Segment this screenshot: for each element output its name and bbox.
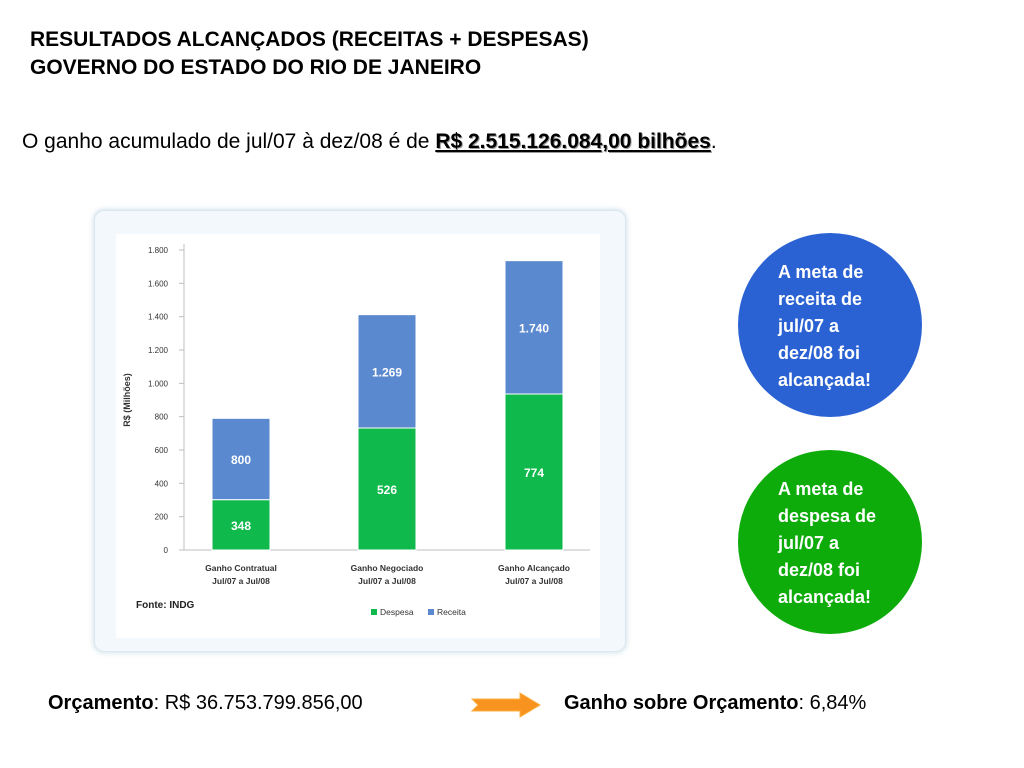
budget-value: : R$ 36.753.799.856,00 xyxy=(153,692,363,714)
x-tick-label: Jul/07 a Jul/08 xyxy=(358,576,416,586)
x-tick-label: Ganho Contratual xyxy=(205,563,277,573)
y-tick-label: 1.800 xyxy=(148,246,169,255)
y-tick-label: 200 xyxy=(155,513,169,522)
bar-despesa xyxy=(504,393,564,551)
data-label-receita: 1.740 xyxy=(519,321,549,335)
gain-text: Ganho sobre Orçamento: 6,84% xyxy=(564,692,866,715)
bubble-line: jul/07 a xyxy=(778,533,840,553)
budget-text: Orçamento: R$ 36.753.799.856,00 xyxy=(48,692,363,715)
y-tick-label: 0 xyxy=(164,546,169,555)
bar-despesa xyxy=(211,499,271,551)
y-tick-label: 800 xyxy=(155,413,169,422)
data-label-receita: 1.269 xyxy=(372,365,402,379)
bubble-line: A meta de xyxy=(778,262,864,282)
budget-label: Orçamento xyxy=(48,692,154,714)
bar-receita xyxy=(357,314,417,429)
legend-label-receita: Receita xyxy=(437,607,466,617)
bubble-line: alcançada! xyxy=(778,587,872,607)
x-tick-label: Ganho Negociado xyxy=(351,563,424,573)
bubble-line: receita de xyxy=(778,289,863,309)
title-line-2: GOVERNO DO ESTADO DO RIO DE JANEIRO xyxy=(30,56,482,79)
x-tick-label: Jul/07 a Jul/08 xyxy=(212,576,270,586)
bar-receita xyxy=(504,260,564,395)
bubble-line: dez/08 foi xyxy=(778,343,861,363)
bar-despesa xyxy=(357,427,417,551)
y-axis-label: R$ (Milhões) xyxy=(122,373,132,427)
title-line-1: RESULTADOS ALCANÇADOS (RECEITAS + DESPES… xyxy=(30,28,589,51)
summary-suffix: . xyxy=(710,130,717,153)
receita-goal-bubble: A meta de receita de jul/07 a dez/08 foi… xyxy=(738,233,922,417)
right-arrow-icon xyxy=(470,692,541,718)
gain-value: : 6,84% xyxy=(798,692,867,714)
bubble-line: alcançada! xyxy=(778,370,872,390)
bubble-line: A meta de xyxy=(778,479,864,499)
data-label-despesa: 774 xyxy=(524,466,544,480)
y-tick-label: 1.600 xyxy=(148,279,169,288)
data-label-receita: 800 xyxy=(231,453,251,467)
y-tick-label: 1.200 xyxy=(148,346,169,355)
legend-swatch-despesa xyxy=(371,609,377,615)
summary-text: O ganho acumulado de jul/07 à dez/08 é d… xyxy=(22,130,717,154)
despesa-goal-bubble: A meta de despesa de jul/07 a dez/08 foi… xyxy=(738,450,922,634)
stacked-bar-chart: 0 200 400 600 800 1.000 1.200 1.400 1.600 1.800 R$… xyxy=(116,234,600,638)
x-tick-label: Ganho Alcançado xyxy=(498,563,570,573)
y-tick-label: 1.400 xyxy=(148,313,169,322)
legend-swatch-receita xyxy=(428,609,434,615)
summary-highlight: R$ 2.515.126.084,00 bilhões xyxy=(435,130,711,153)
bubble-line: despesa de xyxy=(778,506,877,526)
y-tick-label: 400 xyxy=(155,479,169,488)
y-tick-label: 1.000 xyxy=(148,379,169,388)
bar-receita xyxy=(211,417,271,501)
x-tick-label: Jul/07 a Jul/08 xyxy=(505,576,563,586)
page-title: RESULTADOS ALCANÇADOS (RECEITAS + DESPES… xyxy=(30,26,589,82)
legend-label-despesa: Despesa xyxy=(380,607,414,617)
chart-source: Fonte: INDG xyxy=(136,600,195,611)
data-label-despesa: 526 xyxy=(377,483,397,497)
bubble-line: jul/07 a xyxy=(778,316,840,336)
data-label-despesa: 348 xyxy=(231,519,251,533)
gain-label: Ganho sobre Orçamento xyxy=(564,692,799,714)
summary-prefix: O ganho acumulado de jul/07 à dez/08 é d… xyxy=(22,130,436,153)
y-tick-label: 600 xyxy=(155,446,169,455)
bubble-line: dez/08 foi xyxy=(778,560,861,580)
